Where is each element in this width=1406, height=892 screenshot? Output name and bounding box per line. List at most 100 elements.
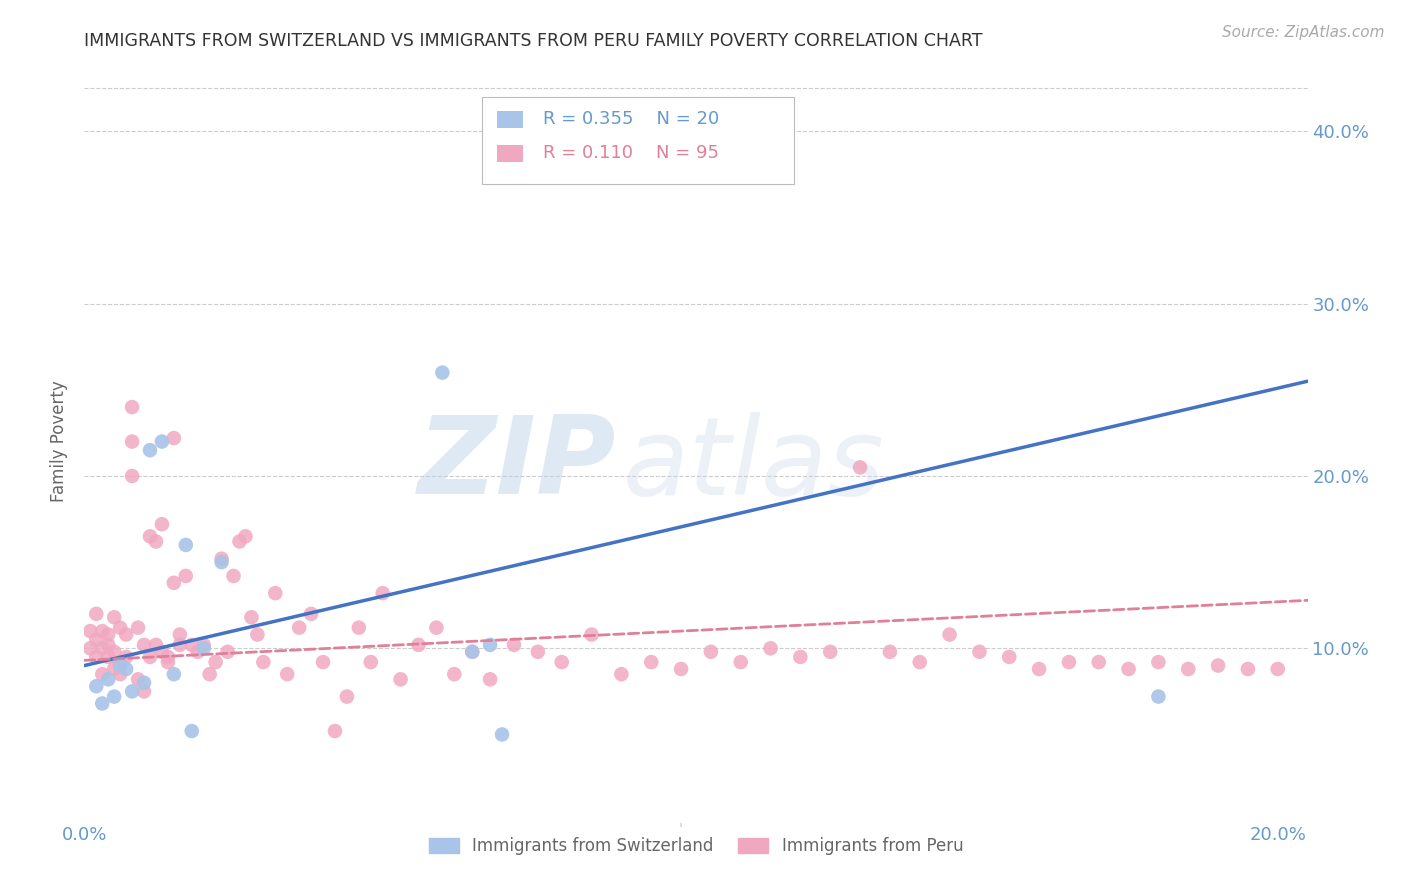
Point [503,638,526,652]
Point [443,667,465,681]
Point [640,655,662,669]
Point [1057,655,1080,669]
Point [198,667,221,681]
Point [150,517,173,532]
Point [145,534,167,549]
Point [461,645,484,659]
Point [1087,655,1109,669]
Point [235,529,257,543]
Point [730,655,752,669]
Point [127,621,149,635]
Point [312,655,335,669]
Point [108,667,131,681]
Y-axis label: Family Poverty: Family Poverty [51,381,69,502]
Point [127,673,149,687]
Point [491,727,513,741]
Point [115,662,138,676]
Point [1028,662,1050,676]
Point [1118,662,1140,676]
Point [84,649,107,664]
Point [360,655,382,669]
Point [969,645,991,659]
Text: R = 0.355    N = 20: R = 0.355 N = 20 [543,111,720,128]
Point [174,569,197,583]
Text: ZIP: ZIP [418,411,616,517]
Point [132,675,155,690]
Point [103,662,125,676]
Point [187,645,209,659]
Point [108,658,131,673]
Point [998,649,1021,664]
Point [669,662,692,676]
Point [97,638,120,652]
Point [139,649,162,664]
Text: atlas: atlas [623,412,884,516]
Point [217,645,239,659]
Point [150,645,173,659]
Point [84,607,107,621]
Point [789,649,811,664]
Point [818,645,841,659]
Point [551,655,574,669]
Point [323,724,346,739]
Point [103,610,125,624]
Point [252,655,274,669]
Point [180,638,202,652]
Point [121,469,143,483]
Point [97,673,120,687]
Point [103,690,125,704]
FancyBboxPatch shape [496,145,523,161]
Point [108,655,131,669]
Point [180,724,202,739]
FancyBboxPatch shape [482,96,794,184]
Legend: Immigrants from Switzerland, Immigrants from Peru: Immigrants from Switzerland, Immigrants … [422,830,970,862]
Point [84,632,107,647]
Point [139,529,162,543]
Point [879,645,901,659]
Point [79,624,101,639]
Point [97,649,120,664]
Point [1206,658,1229,673]
Point [108,621,131,635]
Point [610,667,633,681]
Point [527,645,550,659]
Text: Source: ZipAtlas.com: Source: ZipAtlas.com [1222,25,1385,40]
Point [479,673,502,687]
Point [938,627,960,641]
Point [425,621,447,635]
Point [408,638,430,652]
Point [1147,690,1170,704]
Point [204,655,226,669]
Point [222,569,245,583]
Point [240,610,263,624]
Point [169,627,191,641]
Point [228,534,250,549]
Point [1177,662,1199,676]
Point [174,538,197,552]
Point [908,655,931,669]
Point [288,621,311,635]
Point [849,460,872,475]
Point [163,575,186,590]
Point [1147,655,1170,669]
Point [479,638,502,652]
Point [193,641,215,656]
Point [121,400,143,414]
Point [121,434,143,449]
Point [139,443,162,458]
Point [91,624,114,639]
Point [132,684,155,698]
Point [1237,662,1260,676]
Point [91,667,114,681]
Point [581,627,603,641]
FancyBboxPatch shape [496,111,523,128]
Point [115,649,138,664]
Point [163,667,186,681]
Point [79,641,101,656]
Point [299,607,322,621]
Point [276,667,298,681]
Text: R = 0.110    N = 95: R = 0.110 N = 95 [543,145,718,162]
Point [91,697,114,711]
Point [193,638,215,652]
Point [336,690,359,704]
